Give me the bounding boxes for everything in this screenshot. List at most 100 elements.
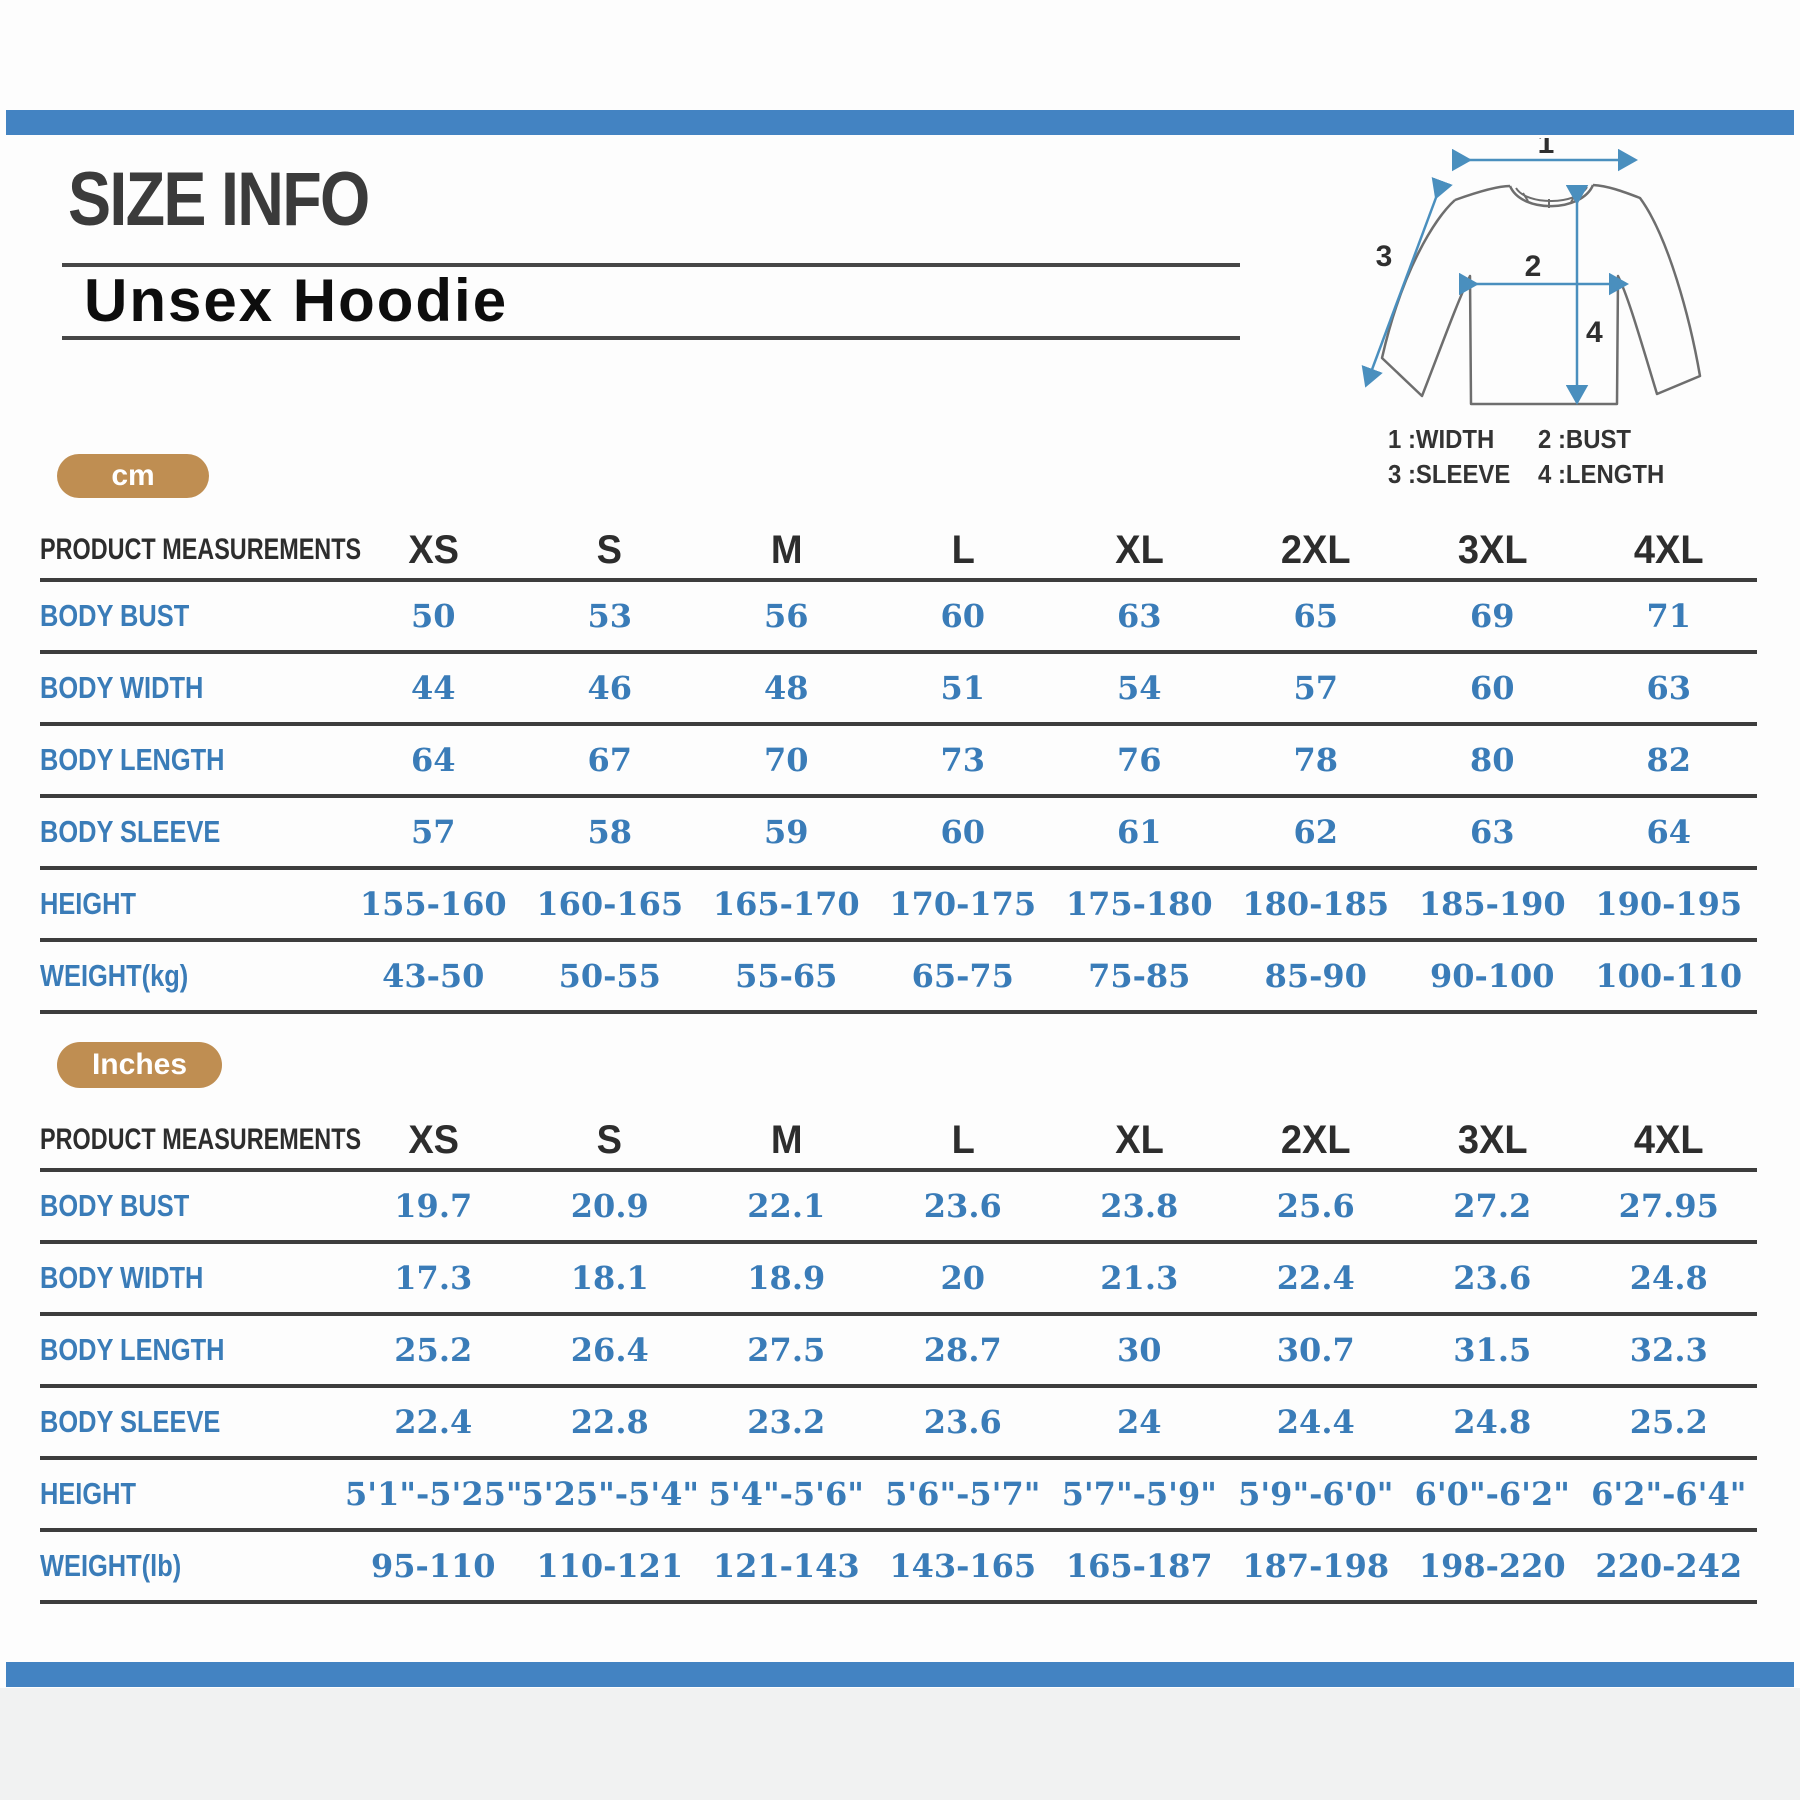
size-value: 59 xyxy=(698,796,875,870)
size-value: 30 xyxy=(1051,1314,1228,1388)
table-row: BODY SLEEVE 57 58 59 60 61 62 63 64 xyxy=(40,796,1757,870)
row-label: BODY BUST xyxy=(40,580,345,654)
size-value: 58 xyxy=(521,796,698,870)
size-value: 170-175 xyxy=(874,868,1051,942)
size-value: 63 xyxy=(1404,796,1581,870)
size-value: 48 xyxy=(698,652,875,726)
size-col-header: XS xyxy=(345,522,522,582)
row-label: BODY SLEEVE xyxy=(40,1386,345,1460)
size-value: 63 xyxy=(1051,580,1228,654)
size-value: 20 xyxy=(874,1242,1051,1316)
size-value: 23.8 xyxy=(1051,1170,1228,1244)
title-underline xyxy=(62,263,1240,267)
footer-area xyxy=(0,1688,1800,1800)
size-col-header: S xyxy=(521,1112,698,1172)
legend-item-length: 4 :LENGTH xyxy=(1538,459,1665,489)
size-value: 63 xyxy=(1580,652,1757,726)
bust-marker-label: 2 xyxy=(1525,250,1542,283)
size-value: 155-160 xyxy=(345,868,522,942)
size-value: 76 xyxy=(1051,724,1228,798)
table-row: BODY WIDTH 44 46 48 51 54 57 60 63 xyxy=(40,652,1757,726)
size-value: 73 xyxy=(874,724,1051,798)
top-accent-bar xyxy=(6,110,1794,135)
cm-size-table: PRODUCT MEASUREMENTS XS S M L XL 2XL 3XL 4XL BODY… xyxy=(40,522,1757,1014)
row-label: BODY LENGTH xyxy=(40,1314,345,1388)
size-value: 220-242 xyxy=(1580,1530,1757,1604)
row-label: BODY BUST xyxy=(40,1170,345,1244)
size-value: 6'2"-6'4" xyxy=(1580,1458,1757,1532)
row-label: BODY WIDTH xyxy=(40,652,345,726)
size-value: 25.2 xyxy=(345,1314,522,1388)
bottom-accent-bar xyxy=(6,1662,1794,1687)
size-value: 23.2 xyxy=(698,1386,875,1460)
measurements-header-label: PRODUCT MEASUREMENTS xyxy=(40,522,361,582)
size-col-header: 3XL xyxy=(1404,1112,1581,1172)
size-value: 23.6 xyxy=(1404,1242,1581,1316)
size-value: 78 xyxy=(1227,724,1404,798)
size-value: 25.2 xyxy=(1580,1386,1757,1460)
size-value: 110-121 xyxy=(521,1530,698,1604)
width-marker-label: 1 xyxy=(1538,138,1555,160)
size-value: 64 xyxy=(1580,796,1757,870)
size-value: 75-85 xyxy=(1051,940,1228,1014)
size-value: 24.4 xyxy=(1227,1386,1404,1460)
table-row: HEIGHT 5'1"-5'25" 5'25"-5'4" 5'4"-5'6" 5'6"-… xyxy=(40,1458,1757,1532)
size-value: 190-195 xyxy=(1580,868,1757,942)
row-label: BODY LENGTH xyxy=(40,724,345,798)
table-header-row: PRODUCT MEASUREMENTS XS S M L XL 2XL 3XL 4XL xyxy=(40,1112,1757,1172)
size-col-header: 3XL xyxy=(1404,522,1581,582)
table-row: WEIGHT(lb) 95-110 110-121 121-143 143-165 165… xyxy=(40,1530,1757,1604)
table-row: BODY BUST 50 53 56 60 63 65 69 71 xyxy=(40,580,1757,654)
measurements-header-label: PRODUCT MEASUREMENTS xyxy=(40,1112,361,1172)
size-value: 55-65 xyxy=(698,940,875,1014)
size-value: 27.95 xyxy=(1580,1170,1757,1244)
size-value: 44 xyxy=(345,652,522,726)
row-label: WEIGHT(lb) xyxy=(40,1530,345,1604)
table-row: HEIGHT 155-160 160-165 165-170 170-175 175-18… xyxy=(40,868,1757,942)
size-value: 165-187 xyxy=(1051,1530,1228,1604)
collar-outer xyxy=(1508,184,1595,208)
size-value: 64 xyxy=(345,724,522,798)
size-value: 95-110 xyxy=(345,1530,522,1604)
size-value: 69 xyxy=(1404,580,1581,654)
size-value: 198-220 xyxy=(1404,1530,1581,1604)
size-value: 65 xyxy=(1227,580,1404,654)
size-col-header: S xyxy=(521,522,698,582)
size-value: 185-190 xyxy=(1404,868,1581,942)
size-value: 50-55 xyxy=(521,940,698,1014)
size-value: 26.4 xyxy=(521,1314,698,1388)
size-col-header: 4XL xyxy=(1580,522,1757,582)
size-value: 62 xyxy=(1227,796,1404,870)
size-col-header: XL xyxy=(1051,1112,1228,1172)
size-value: 82 xyxy=(1580,724,1757,798)
size-value: 23.6 xyxy=(874,1386,1051,1460)
size-value: 85-90 xyxy=(1227,940,1404,1014)
size-value: 90-100 xyxy=(1404,940,1581,1014)
table-row: WEIGHT(kg) 43-50 50-55 55-65 65-75 75-85 85-90… xyxy=(40,940,1757,1014)
table-row: BODY SLEEVE 22.4 22.8 23.2 23.6 24 24.4 24.8 25.… xyxy=(40,1386,1757,1460)
size-value: 175-180 xyxy=(1051,868,1228,942)
inches-unit-badge: Inches xyxy=(57,1042,222,1088)
size-col-header: L xyxy=(874,522,1051,582)
garment-measure-diagram: 1 2 3 4 xyxy=(1350,127,1720,438)
row-label: BODY SLEEVE xyxy=(40,796,345,870)
size-value: 100-110 xyxy=(1580,940,1757,1014)
size-value: 5'7"-5'9" xyxy=(1051,1458,1228,1532)
size-value: 43-50 xyxy=(345,940,522,1014)
size-col-header: XL xyxy=(1051,522,1228,582)
table-row: BODY WIDTH 17.3 18.1 18.9 20 21.3 22.4 23.6 24.8 xyxy=(40,1242,1757,1316)
size-value: 31.5 xyxy=(1404,1314,1581,1388)
size-value: 56 xyxy=(698,580,875,654)
table-row: BODY BUST 19.7 20.9 22.1 23.6 23.8 25.6 27.2 27.… xyxy=(40,1170,1757,1244)
size-value: 22.1 xyxy=(698,1170,875,1244)
size-value: 65-75 xyxy=(874,940,1051,1014)
size-value: 24.8 xyxy=(1580,1242,1757,1316)
hoodie-outline-illustration: 1 2 3 4 xyxy=(1361,127,1702,406)
size-value: 121-143 xyxy=(698,1530,875,1604)
table-row: BODY LENGTH 64 67 70 73 76 78 80 82 xyxy=(40,724,1757,798)
row-label: BODY WIDTH xyxy=(40,1242,345,1316)
size-value: 23.6 xyxy=(874,1170,1051,1244)
size-col-header: XS xyxy=(345,1112,522,1172)
size-value: 24 xyxy=(1051,1386,1228,1460)
